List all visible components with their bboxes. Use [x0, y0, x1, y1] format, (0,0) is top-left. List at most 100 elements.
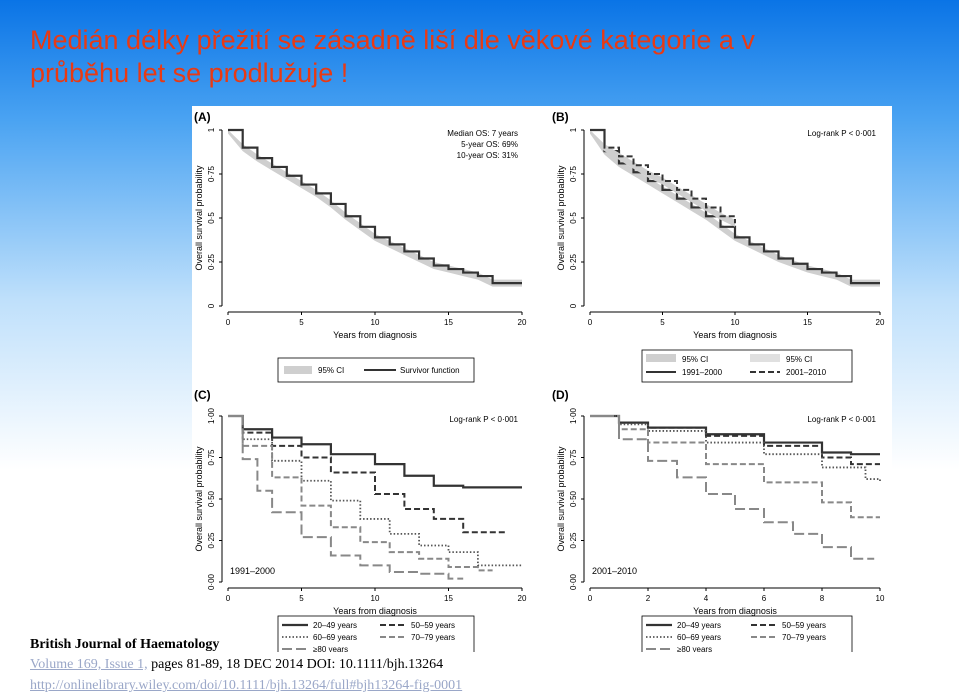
- y-tick-label: 0·25: [207, 532, 216, 549]
- y-tick-label: 0·25: [569, 532, 578, 549]
- citation-url-link[interactable]: http://onlinelibrary.wiley.com/doi/10.11…: [30, 678, 463, 693]
- x-tick-label: 15: [444, 318, 453, 327]
- y-tick-label: 0·50: [569, 490, 578, 507]
- series-line: [228, 415, 493, 572]
- x-tick-label: 20: [876, 318, 885, 327]
- annotation-text: Log-rank P < 0·001: [807, 129, 876, 138]
- x-tick-label: 15: [803, 318, 812, 327]
- period-label: 2001–2010: [592, 566, 637, 576]
- annotation-text: Log-rank P < 0·001: [807, 415, 876, 424]
- annotation-text: Log-rank P < 0·001: [449, 415, 518, 424]
- y-tick-label: 0: [569, 303, 578, 308]
- y-tick-label: 1·00: [207, 407, 216, 424]
- citation-pages-doi: pages 81-89, 18 DEC 2014 DOI: 10.1111/bj…: [147, 657, 444, 672]
- ci-band: [590, 130, 880, 287]
- annotation-text: 5-year OS: 69%: [461, 140, 518, 149]
- x-tick-label: 5: [299, 318, 304, 327]
- series-line: [590, 415, 881, 483]
- x-tick-label: 20: [518, 318, 527, 327]
- y-tick-label: 0·25: [207, 253, 216, 270]
- series-line: [590, 415, 880, 466]
- x-axis-label: Years from diagnosis: [333, 330, 417, 340]
- legend-ci-swatch: [646, 354, 676, 362]
- panel-label: (D): [552, 388, 569, 402]
- x-tick-label: 10: [876, 594, 885, 603]
- y-tick-label: 0·00: [569, 573, 578, 590]
- y-axis-label: Overall survival probability: [556, 446, 566, 552]
- x-axis-label: Years from diagnosis: [693, 606, 777, 616]
- legend-label: 50–59 years: [782, 621, 826, 630]
- legend-label: 20–49 years: [313, 621, 357, 630]
- annotation-text: 10-year OS: 31%: [457, 151, 518, 160]
- x-tick-label: 0: [588, 594, 593, 603]
- legend-ci-swatch: [750, 354, 780, 362]
- legend-label: 95% CI: [318, 366, 344, 375]
- legend-label: 1991–2000: [682, 368, 723, 377]
- x-tick-label: 5: [299, 594, 304, 603]
- legend-label: ≥80 years: [313, 645, 348, 652]
- legend-label: 70–79 years: [782, 633, 826, 642]
- y-tick-label: 0·00: [207, 573, 216, 590]
- y-axis-label: Overall survival probability: [194, 446, 204, 552]
- legend-label: 60–69 years: [313, 633, 357, 642]
- series-line: [228, 415, 508, 534]
- series-line: [590, 129, 736, 224]
- series-line: [228, 128, 522, 285]
- legend-label: 2001–2010: [786, 368, 827, 377]
- citation-url[interactable]: http://onlinelibrary.wiley.com/doi/10.11…: [30, 678, 462, 694]
- legend-label: 60–69 years: [677, 633, 721, 642]
- legend-ci-swatch: [284, 366, 312, 374]
- x-tick-label: 0: [588, 318, 593, 327]
- x-tick-label: 10: [371, 594, 380, 603]
- series-line: [590, 415, 875, 560]
- slide-title: Medián délky přežití se zásadně liší dle…: [30, 24, 930, 90]
- series-line: [590, 415, 880, 519]
- citation-details: Volume 169, Issue 1, pages 81-89, 18 DEC…: [30, 657, 443, 673]
- x-tick-label: 8: [820, 594, 825, 603]
- y-tick-label: 0·75: [569, 165, 578, 182]
- panel-label: (A): [194, 110, 211, 124]
- y-tick-label: 1: [569, 127, 578, 132]
- x-tick-label: 2: [646, 594, 651, 603]
- x-tick-label: 6: [762, 594, 767, 603]
- annotation-text: Median OS: 7 years: [447, 129, 518, 138]
- legend-label: 95% CI: [786, 355, 812, 364]
- legend-label: 95% CI: [682, 355, 708, 364]
- x-tick-label: 15: [444, 594, 453, 603]
- series-line: [590, 128, 880, 285]
- y-tick-label: 1·00: [569, 407, 578, 424]
- y-tick-label: 0: [207, 303, 216, 308]
- legend-label: Survivor function: [400, 366, 460, 375]
- y-tick-label: 1: [207, 127, 216, 132]
- panel-label: (C): [194, 388, 211, 402]
- slide-title-line2: průběhu let se prodlužuje !: [30, 58, 349, 88]
- series-line: [228, 415, 464, 580]
- x-tick-label: 10: [731, 318, 740, 327]
- panel-label: (B): [552, 110, 569, 124]
- survival-figure: (A) 0 0·25 0·5 0·75 1 0 5 10 15 20 Years from diagn…: [192, 106, 892, 661]
- x-axis-label: Years from diagnosis: [693, 330, 777, 340]
- series-line: [228, 415, 522, 567]
- x-tick-label: 5: [660, 318, 665, 327]
- panel-2: (C) 0·00 0·25 0·50 0·75 1·00 0 5 10 15 20 Years fro…: [194, 388, 527, 661]
- legend-box: [641, 349, 853, 383]
- legend-label: 70–79 years: [411, 633, 455, 642]
- x-tick-label: 10: [371, 318, 380, 327]
- y-tick-label: 0·5: [569, 212, 578, 224]
- y-tick-label: 0·50: [207, 490, 216, 507]
- x-tick-label: 20: [518, 594, 527, 603]
- y-tick-label: 0·75: [207, 165, 216, 182]
- legend-label: ≥80 years: [677, 645, 712, 652]
- x-tick-label: 0: [226, 594, 231, 603]
- y-tick-label: 0·75: [207, 449, 216, 466]
- y-axis-label: Overall survival probability: [194, 165, 204, 271]
- period-label: 1991–2000: [230, 566, 275, 576]
- volume-link[interactable]: Volume 169, Issue 1,: [30, 657, 148, 672]
- x-axis-label: Years from diagnosis: [333, 606, 417, 616]
- x-tick-label: 4: [704, 594, 709, 603]
- legend-label: 50–59 years: [411, 621, 455, 630]
- x-tick-label: 0: [226, 318, 231, 327]
